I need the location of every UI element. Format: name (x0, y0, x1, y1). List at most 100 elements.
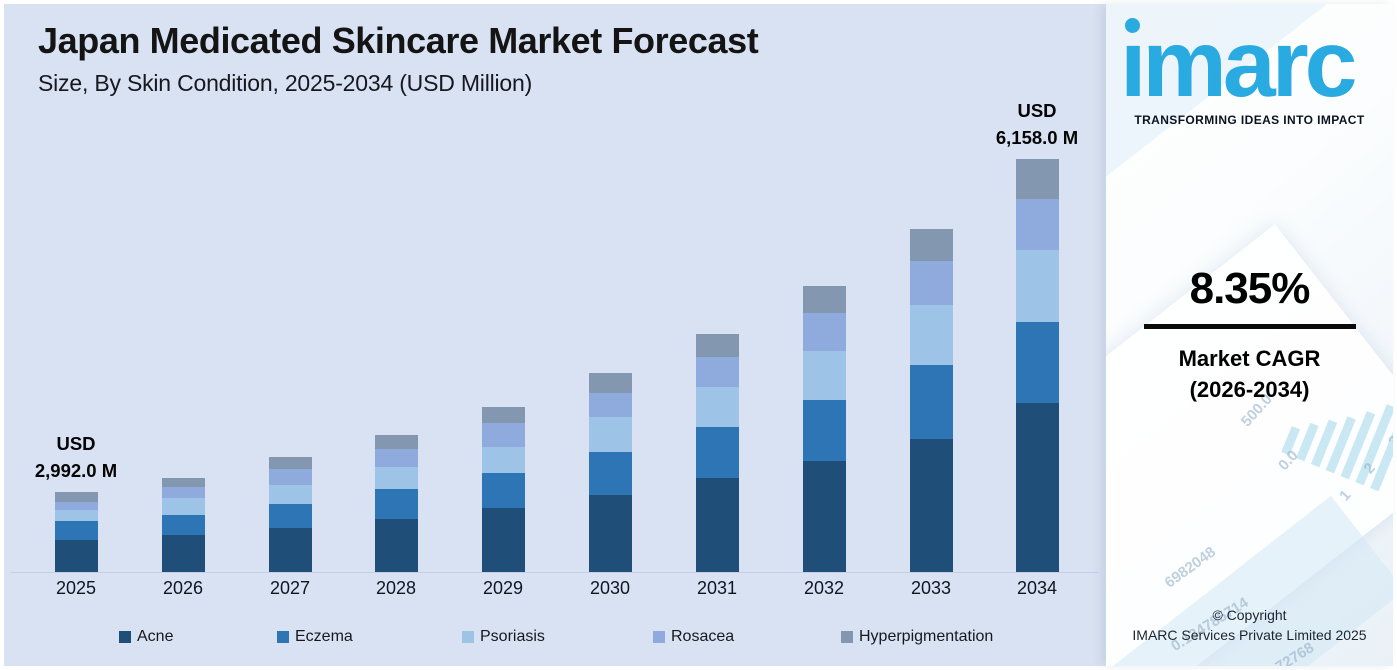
legend-item-acne: Acne (119, 628, 173, 646)
value-label-2025-line1: USD (56, 433, 96, 454)
value-label-2034-line1: USD (1017, 100, 1057, 121)
bar-segment-eczema-2029 (482, 473, 525, 508)
bar-segment-psoriasis-2033 (910, 305, 953, 365)
bar-segment-hyperpigmentation-2027 (269, 457, 312, 469)
legend-swatch-icon (119, 631, 131, 643)
bar-segment-acne-2029 (482, 508, 525, 572)
bar-segment-psoriasis-2026 (162, 498, 205, 515)
x-axis-label-2034: 2034 (1016, 578, 1058, 598)
cagr-label-line2: (2026-2034) (1189, 377, 1310, 402)
bar-segment-psoriasis-2034 (1016, 250, 1059, 322)
x-axis-label-2027: 2027 (269, 578, 311, 598)
value-label-2025-line2: 2,992.0 M (34, 460, 118, 481)
bar-segment-hyperpigmentation-2033 (910, 229, 953, 261)
bar-2032 (803, 286, 846, 572)
bar-2027 (269, 457, 312, 572)
bar-segment-rosacea-2027 (269, 469, 312, 485)
logo-text: ımarc (1120, 11, 1358, 117)
x-axis-label-2032: 2032 (803, 578, 845, 598)
logo-tagline: TRANSFORMING IDEAS INTO IMPACT (1134, 113, 1365, 127)
x-axis-label-2026: 2026 (162, 578, 204, 598)
legend-label: Rosacea (671, 628, 735, 645)
bar-2029 (482, 407, 525, 572)
cagr-value: 8.35% (1189, 264, 1311, 313)
bar-segment-acne-2025 (55, 540, 98, 572)
bar-segment-psoriasis-2029 (482, 447, 525, 473)
cagr-block: 8.35% Market CAGR (2026-2034) (1106, 264, 1393, 405)
bar-segment-rosacea-2032 (803, 313, 846, 351)
bar-segment-hyperpigmentation-2031 (696, 334, 739, 357)
x-axis-line (10, 572, 1098, 573)
bar-segment-acne-2030 (589, 495, 632, 572)
chart-legend: Acne Eczema Psoriasis Rosacea Hyperpigmentat… (4, 628, 1106, 652)
bar-segment-psoriasis-2028 (375, 467, 418, 489)
legend-item-eczema: Eczema (277, 628, 353, 646)
bar-2033 (910, 229, 953, 572)
bar-2034 (1016, 159, 1059, 572)
legend-swatch-icon (653, 631, 665, 643)
bar-segment-acne-2031 (696, 478, 739, 572)
chart-panel: Japan Medicated Skincare Market Forecast… (4, 4, 1106, 666)
bar-segment-rosacea-2034 (1016, 199, 1059, 250)
bar-segment-eczema-2033 (910, 365, 953, 439)
bar-2026 (162, 478, 205, 572)
x-axis-label-2028: 2028 (375, 578, 417, 598)
bar-segment-eczema-2025 (55, 521, 98, 540)
x-axis-label-2029: 2029 (482, 578, 524, 598)
legend-swatch-icon (841, 631, 853, 643)
bar-segment-psoriasis-2025 (55, 510, 98, 521)
bar-2031 (696, 334, 739, 572)
bar-segment-eczema-2032 (803, 400, 846, 461)
bar-segment-psoriasis-2030 (589, 417, 632, 452)
legend-label: Psoriasis (480, 628, 545, 645)
bar-segment-rosacea-2025 (55, 502, 98, 510)
copyright: © Copyright IMARC Services Private Limit… (1106, 605, 1393, 645)
value-label-2025: USD 2,992.0 M (4, 430, 151, 484)
bar-segment-hyperpigmentation-2032 (803, 286, 846, 313)
bar-segment-acne-2028 (375, 519, 418, 572)
bar-segment-eczema-2030 (589, 452, 632, 495)
bar-segment-eczema-2031 (696, 427, 739, 478)
bar-segment-psoriasis-2027 (269, 485, 312, 504)
bar-segment-rosacea-2031 (696, 357, 739, 387)
bar-segment-psoriasis-2031 (696, 387, 739, 427)
bar-segment-eczema-2026 (162, 515, 205, 535)
bar-segment-rosacea-2029 (482, 423, 525, 447)
stacked-bar-plot (4, 4, 1106, 572)
bar-segment-acne-2026 (162, 535, 205, 572)
legend-swatch-icon (462, 631, 474, 643)
cagr-label-line1: Market CAGR (1178, 346, 1321, 371)
cagr-divider (1143, 324, 1356, 329)
x-axis-label-2031: 2031 (696, 578, 738, 598)
chart-header: Japan Medicated Skincare Market Forecast… (38, 20, 759, 97)
bar-segment-hyperpigmentation-2028 (375, 435, 418, 449)
bar-segment-rosacea-2026 (162, 487, 205, 498)
copyright-line2: IMARC Services Private Limited 2025 (1132, 627, 1367, 643)
logo-dot-icon (1125, 18, 1140, 33)
bar-2028 (375, 435, 418, 572)
bar-segment-acne-2032 (803, 461, 846, 572)
bar-segment-hyperpigmentation-2030 (589, 373, 632, 393)
bar-segment-rosacea-2030 (589, 393, 632, 417)
x-axis-label-2025: 2025 (55, 578, 97, 598)
bar-segment-rosacea-2028 (375, 449, 418, 467)
bar-segment-hyperpigmentation-2025 (55, 492, 98, 502)
bar-segment-psoriasis-2032 (803, 351, 846, 400)
legend-item-hyperpigmentation: Hyperpigmentation (841, 628, 993, 646)
x-axis-label-2030: 2030 (589, 578, 631, 598)
bar-segment-acne-2034 (1016, 403, 1059, 572)
x-axis-label-2033: 2033 (910, 578, 952, 598)
page-title: Japan Medicated Skincare Market Forecast (38, 20, 759, 61)
bar-segment-acne-2027 (269, 528, 312, 572)
legend-swatch-icon (277, 631, 289, 643)
value-label-2034: USD 6,158.0 M (962, 97, 1106, 151)
bar-segment-eczema-2027 (269, 504, 312, 528)
legend-item-rosacea: Rosacea (653, 628, 734, 646)
bar-2025 (55, 492, 98, 572)
bar-segment-eczema-2034 (1016, 322, 1059, 403)
copyright-line1: © Copyright (1212, 607, 1287, 623)
bar-segment-hyperpigmentation-2026 (162, 478, 205, 487)
bar-segment-eczema-2028 (375, 489, 418, 519)
